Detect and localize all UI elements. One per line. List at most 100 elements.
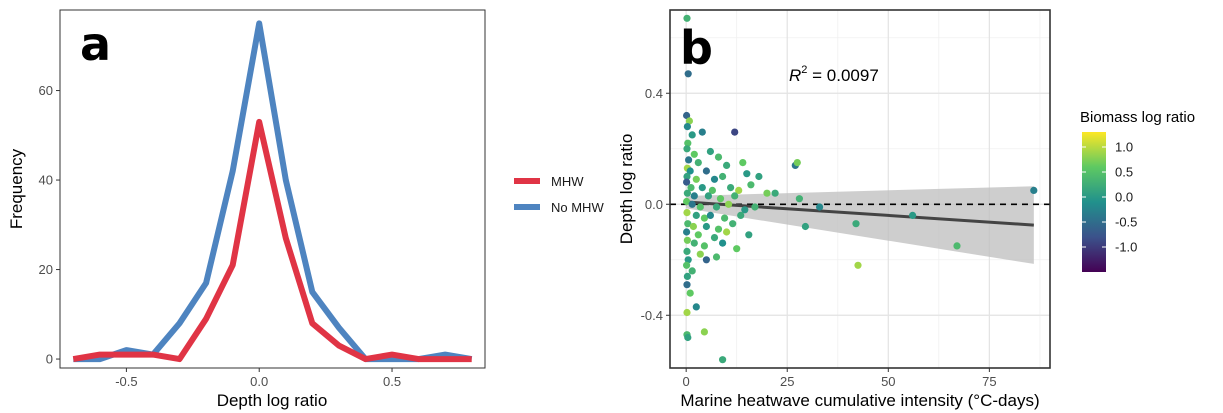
scatter-point [714,225,723,233]
panel-a-label: a [80,17,111,71]
scatter-point [909,211,917,219]
x-tick-label: 0.5 [383,374,401,389]
y-tick-label: 0.0 [645,197,663,212]
scatter-point [719,239,727,247]
scatter-point [684,70,692,78]
scatter-point [683,308,691,317]
scatter-point [702,222,711,231]
scatter-points [683,14,1038,364]
panel-a-x-ticks: -0.5 0.0 0.5 [115,368,401,389]
scatter-point [684,139,692,147]
scatter-point [683,145,691,153]
scatter-point [706,147,715,156]
scatter-point [712,253,721,261]
scatter-point [801,222,810,231]
colorbar-tick-label: 0.0 [1115,190,1133,205]
scatter-point [690,192,698,200]
scatter-point [683,123,692,131]
scatter-point [692,303,700,311]
x-tick-label: 0 [683,374,690,389]
panel-b-x-ticks: 0 25 50 75 [683,368,997,389]
scatter-point [683,172,691,181]
scatter-point [698,184,706,192]
colorbar-tick-label: 0.5 [1115,165,1133,180]
x-tick-label: 0.0 [250,374,268,389]
y-tick-label: 60 [39,83,53,98]
scatter-point [729,220,737,228]
scatter-point [710,175,719,183]
scatter-point [692,211,700,219]
x-tick-label: 50 [881,374,895,389]
scatter-point [854,261,862,269]
scatter-point [690,150,698,158]
x-tick-label: 25 [780,374,794,389]
colorbar-ticks: 1.0 0.5 0.0 -0.5 -1.0 [1082,140,1137,255]
r-squared-exponent: 2 [801,64,807,76]
scatter-point [793,159,801,167]
scatter-point [683,178,691,186]
scatter-point [688,267,696,275]
scatter-point [683,14,691,22]
scatter-point [696,250,704,258]
scatter-point [683,236,692,244]
scatter-point [1030,186,1038,194]
colorbar: Biomass log ratio 1.0 0.5 0.0 -0.5 -1.0 [1080,109,1195,272]
scatter-point [684,256,692,264]
scatter-point [687,184,695,192]
legend-label-no-mhw: No MHW [551,200,604,215]
panel-b-y-axis-label: Depth log ratio [617,134,636,245]
scatter-point [723,161,731,169]
scatter-point [737,211,745,219]
scatter-point [741,206,749,214]
y-tick-label: 40 [39,173,53,188]
scatter-point [716,195,725,203]
panel-b-chart: 0 25 50 75 -0.4 0.0 0.4 b R2 = 0.0097 Marine … [617,9,1195,410]
scatter-point [683,272,692,280]
scatter-point [696,203,704,211]
scatter-point [702,256,711,264]
scatter-point [953,242,961,250]
scatter-point [686,289,694,297]
colorbar-tick-label: -0.5 [1115,215,1137,230]
panel-a-series-lines [72,20,473,363]
y-tick-label: 0.4 [645,86,663,101]
scatter-point [723,228,731,236]
scatter-point [755,172,763,181]
scatter-point [683,189,692,197]
scatter-point [689,222,698,231]
panel-a-chart: -0.5 0.0 0.5 0 20 40 60 a Depth log ratio Fre… [7,9,604,410]
scatter-point [852,220,860,228]
colorbar-tick-label: 1.0 [1115,140,1133,155]
colorbar-title: Biomass log ratio [1080,109,1195,126]
colorbar-tick-label: -1.0 [1115,240,1137,255]
panel-b-x-axis-label: Marine heatwave cumulative intensity (°C… [680,391,1039,410]
scatter-point [721,214,729,222]
scatter-point [702,167,711,175]
scatter-point [685,156,693,164]
scatter-point [683,111,691,120]
scatter-point [735,186,743,194]
panel-a-y-ticks: 0 20 40 60 [39,83,60,367]
scatter-point [684,333,692,342]
scatter-point [683,261,691,269]
scatter-point [733,245,741,253]
panel-b-y-ticks: -0.4 0.0 0.4 [641,86,670,323]
scatter-point [685,117,694,125]
scatter-point [708,186,717,194]
panel-a-legend: MHW No MHW [514,174,604,215]
scatter-point [763,189,771,197]
legend-label-mhw: MHW [551,174,584,189]
scatter-point [683,209,691,217]
panel-b-plot-frame [669,9,1051,369]
scatter-point [683,247,691,255]
y-tick-label: -0.4 [641,308,663,323]
scatter-point [700,214,709,222]
scatter-point [686,167,694,175]
scatter-point [719,172,727,181]
scatter-point [704,192,713,200]
scatter-point [706,211,715,219]
colorbar-gradient [1082,132,1106,272]
y-tick-label: 20 [39,262,53,277]
scatter-point [684,220,692,228]
